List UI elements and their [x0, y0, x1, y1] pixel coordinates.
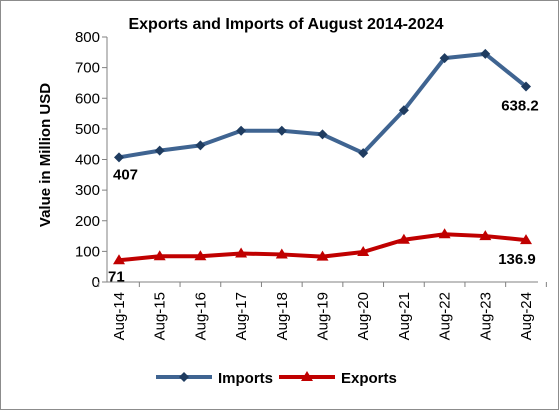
axes: 0 100 200 300 400 500 600 700 800 Aug-14 Aug-15 Aug…: [75, 29, 547, 340]
x-tick-label: Aug-14: [111, 292, 128, 340]
y-tick-label: 600: [75, 90, 100, 107]
imports-point: [521, 81, 531, 92]
legend-imports-label: Imports: [218, 370, 273, 387]
legend-exports-label: Exports: [341, 370, 397, 387]
exports-point: [275, 248, 288, 259]
y-axis-label: Value in Million USD: [37, 83, 54, 227]
x-tick-label: Aug-19: [315, 292, 332, 340]
x-tick-label: Aug-17: [233, 292, 250, 340]
series-layer: [113, 48, 532, 265]
legend-imports-marker: [179, 372, 189, 382]
imports-point: [195, 140, 206, 151]
y-tick-label: 800: [75, 29, 100, 46]
imports-point: [114, 152, 124, 163]
imports-point: [236, 125, 247, 136]
exports-point: [520, 234, 532, 245]
y-tick-label: 200: [75, 213, 100, 230]
imports-point: [154, 145, 165, 156]
y-tick-label: 500: [75, 121, 100, 138]
exports-point: [316, 250, 329, 261]
x-tick-label: Aug-23: [477, 292, 494, 340]
exports-point: [194, 250, 207, 261]
x-tick-label: Aug-15: [152, 292, 169, 340]
x-tick-label: Aug-21: [396, 292, 413, 340]
x-tick-label: Aug-16: [192, 292, 209, 340]
y-tick-label: 400: [75, 152, 100, 169]
exports-point: [235, 247, 248, 258]
chart-title: Exports and Imports of August 2014-2024: [128, 16, 443, 33]
y-tick-label: 300: [75, 182, 100, 199]
imports-point: [358, 148, 369, 159]
imports-data-label: 407: [113, 166, 138, 183]
data-labels: 407 638.2 71 136.9: [108, 98, 539, 286]
imports-point: [480, 48, 491, 59]
exports-point: [153, 250, 166, 261]
imports-point: [276, 125, 287, 136]
x-tick-label: Aug-20: [355, 292, 372, 340]
imports-line: [118, 51, 528, 160]
x-tick-label: Aug-18: [274, 292, 291, 340]
legend-exports-marker: [301, 371, 313, 381]
exports-point: [397, 233, 410, 244]
y-tick-label: 700: [75, 60, 100, 77]
imports-data-label: 638.2: [501, 98, 539, 115]
legend: Imports Exports: [156, 370, 397, 387]
imports-point: [317, 129, 328, 140]
x-tick-label: Aug-24: [518, 292, 535, 340]
exports-data-label: 136.9: [498, 251, 536, 268]
exports-data-label: 71: [108, 268, 125, 285]
exports-point: [479, 230, 492, 241]
y-tick-label: 100: [75, 243, 100, 260]
exports-point: [113, 254, 125, 265]
exports-point: [357, 245, 370, 256]
x-tick-label: Aug-22: [437, 292, 454, 340]
y-tick-label: 0: [92, 274, 100, 291]
imports-point: [439, 53, 450, 64]
imports-point: [398, 105, 409, 116]
exports-point: [438, 228, 451, 239]
